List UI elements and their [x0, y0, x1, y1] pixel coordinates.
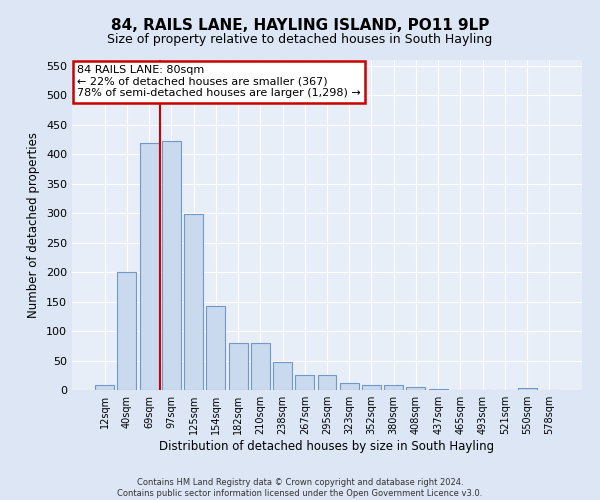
Bar [162, 142, 181, 390]
Text: Contains HM Land Registry data © Crown copyright and database right 2024.
Contai: Contains HM Land Registry data © Crown c… [118, 478, 482, 498]
Bar [518, 388, 536, 390]
Bar [206, 306, 225, 390]
Bar [118, 272, 136, 390]
Bar [362, 384, 381, 390]
Bar [317, 376, 337, 390]
Bar [384, 386, 403, 390]
Bar [295, 376, 314, 390]
Text: 84, RAILS LANE, HAYLING ISLAND, PO11 9LP: 84, RAILS LANE, HAYLING ISLAND, PO11 9LP [111, 18, 489, 32]
Bar [229, 344, 248, 390]
Bar [340, 383, 359, 390]
Text: 84 RAILS LANE: 80sqm
← 22% of detached houses are smaller (367)
78% of semi-deta: 84 RAILS LANE: 80sqm ← 22% of detached h… [77, 65, 361, 98]
Bar [95, 386, 114, 390]
Bar [140, 142, 158, 390]
Bar [184, 214, 203, 390]
Y-axis label: Number of detached properties: Number of detached properties [28, 132, 40, 318]
Bar [429, 389, 448, 390]
Text: Size of property relative to detached houses in South Hayling: Size of property relative to detached ho… [107, 32, 493, 46]
Bar [406, 387, 425, 390]
Bar [251, 344, 270, 390]
Bar [273, 362, 292, 390]
X-axis label: Distribution of detached houses by size in South Hayling: Distribution of detached houses by size … [160, 440, 494, 453]
